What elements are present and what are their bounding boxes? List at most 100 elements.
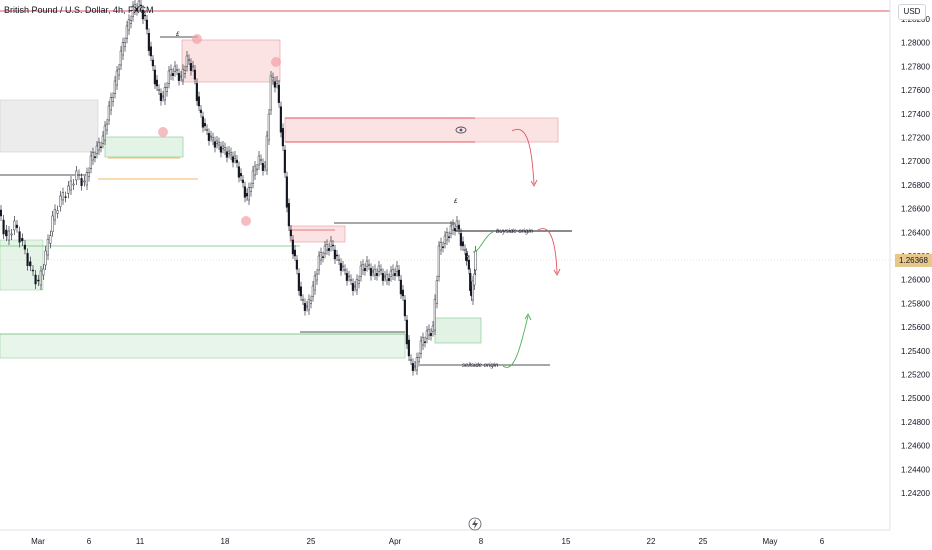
candle-bullish xyxy=(389,270,392,277)
candle-bullish xyxy=(56,210,59,214)
candle-bullish xyxy=(313,275,316,291)
arrowhead-1 xyxy=(530,179,538,187)
chart-title: British Pound / U.S. Dollar, 4h, FXCM xyxy=(4,5,154,15)
candle-bullish xyxy=(361,264,364,271)
candle-bearish xyxy=(189,63,192,71)
x-tick-label: 22 xyxy=(647,537,656,546)
candle-bullish xyxy=(357,280,360,284)
candle-bullish xyxy=(211,137,214,141)
candle-bearish xyxy=(171,73,174,76)
bearish-projection-arrow-2 xyxy=(537,228,558,274)
candle-bearish xyxy=(80,178,83,186)
candle-bullish xyxy=(259,159,262,161)
candle-bearish xyxy=(231,156,234,163)
candle-bullish xyxy=(165,87,168,92)
candle-bullish xyxy=(221,145,224,149)
y-tick-label: 1.27600 xyxy=(901,86,930,95)
candle-bullish xyxy=(161,95,164,98)
candle-bullish xyxy=(427,329,430,336)
candle-bullish xyxy=(127,19,130,31)
y-tick-label: 1.27400 xyxy=(901,110,930,119)
candle-bullish xyxy=(179,75,182,78)
arrowhead-3 xyxy=(524,313,532,321)
candle-bearish xyxy=(291,239,294,255)
candle-bearish xyxy=(303,303,306,311)
candle-bullish xyxy=(51,215,54,232)
candle-bearish xyxy=(243,186,246,198)
candle-bearish xyxy=(293,249,296,257)
candle-bullish xyxy=(13,220,16,231)
candle-bullish xyxy=(413,365,416,368)
candle-bearish xyxy=(459,233,462,246)
candle-bullish xyxy=(75,170,78,181)
candle-bearish xyxy=(281,128,284,147)
candle-bullish xyxy=(445,232,448,241)
candle-bullish xyxy=(183,70,186,74)
candle-bearish xyxy=(381,273,384,281)
candles xyxy=(0,0,477,376)
x-tick-label: 6 xyxy=(87,537,92,546)
candle-bullish xyxy=(257,155,260,166)
candle-bullish xyxy=(425,330,428,339)
candle-bullish xyxy=(265,135,268,171)
arrowhead-2 xyxy=(553,268,561,276)
candle-bearish xyxy=(333,249,336,260)
candle-bullish xyxy=(95,145,98,154)
candle-bullish xyxy=(233,155,236,159)
candle-bullish xyxy=(349,279,352,281)
candle-bearish xyxy=(245,193,248,197)
y-tick-label: 1.25600 xyxy=(901,323,930,332)
candle-bullish xyxy=(77,174,80,176)
candle-bullish xyxy=(181,69,184,81)
candle-bullish xyxy=(247,187,250,201)
candle-bearish xyxy=(99,146,102,148)
candle-bullish xyxy=(417,357,420,362)
candle-bearish xyxy=(213,141,216,148)
candle-bullish xyxy=(267,113,270,141)
currency-button[interactable]: USD xyxy=(898,4,926,20)
x-tick-label: 25 xyxy=(307,537,316,546)
candle-bullish xyxy=(175,69,178,71)
candle-bullish xyxy=(169,69,172,76)
candle-bullish xyxy=(61,192,64,201)
x-tick-label: 8 xyxy=(479,537,484,546)
candle-bearish xyxy=(387,278,390,281)
candle-bullish xyxy=(325,244,328,251)
candle-bearish xyxy=(363,268,366,271)
candle-bullish xyxy=(373,269,376,276)
candle-bearish xyxy=(207,133,210,141)
candle-bearish xyxy=(239,173,242,177)
candle-bullish xyxy=(69,180,72,191)
candle-bearish xyxy=(201,116,204,128)
x-tick-label: Apr xyxy=(389,537,402,546)
eye-icon[interactable] xyxy=(455,126,467,134)
y-tick-label: 1.24600 xyxy=(901,442,930,451)
candle-bullish xyxy=(377,265,380,272)
y-tick-label: 1.26400 xyxy=(901,228,930,237)
candle-bullish xyxy=(42,268,45,276)
candle-bearish xyxy=(453,228,456,231)
candle-bullish xyxy=(7,230,10,241)
candle-bullish xyxy=(205,129,208,131)
candle-bearish xyxy=(141,9,144,20)
lightning-icon[interactable] xyxy=(468,517,482,531)
candle-bullish xyxy=(85,172,88,186)
candle-bullish xyxy=(217,142,220,146)
candle-bullish xyxy=(133,4,136,11)
candle-bullish xyxy=(191,65,194,68)
x-tick-label: 25 xyxy=(699,537,708,546)
candle-bullish xyxy=(323,245,326,254)
candle-bearish xyxy=(155,79,158,87)
candle-bullish xyxy=(301,299,304,301)
y-tick-label: 1.25000 xyxy=(901,394,930,403)
candle-bearish xyxy=(241,179,244,183)
candle-bullish xyxy=(72,183,75,186)
candle-bullish xyxy=(103,125,106,141)
candle-bullish xyxy=(215,140,218,144)
candle-bearish xyxy=(407,339,410,357)
candle-bearish xyxy=(321,256,324,258)
candle-bearish xyxy=(405,319,408,345)
candle-bullish xyxy=(173,65,176,72)
candle-bearish xyxy=(447,236,450,238)
